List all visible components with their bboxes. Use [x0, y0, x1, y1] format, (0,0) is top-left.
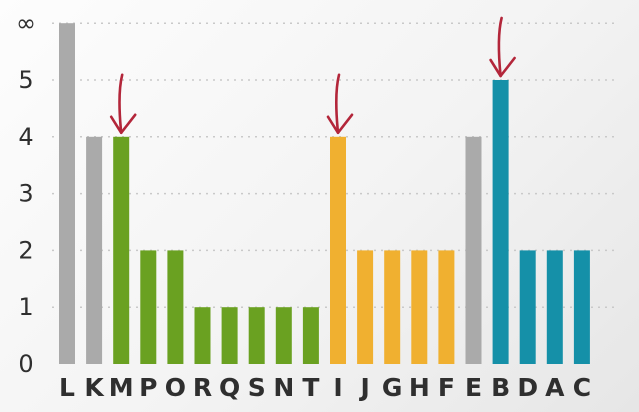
x-tick-label: R [193, 373, 212, 402]
bar-S [248, 307, 265, 364]
bar-A [546, 250, 563, 364]
bar-L [59, 23, 75, 364]
y-tick-label: 2 [18, 236, 33, 264]
y-tick-label: 3 [18, 180, 33, 208]
x-tick-label: E [465, 373, 482, 402]
annotation-arrow-M [109, 73, 137, 135]
bar-T [302, 307, 319, 364]
annotation-arrows [109, 16, 516, 135]
x-tick-label: J [358, 373, 369, 402]
x-tick-label: C [573, 373, 591, 402]
bars [59, 23, 590, 364]
annotation-arrow-B [489, 16, 516, 78]
bar-D [519, 250, 536, 364]
x-tick-label: A [545, 373, 565, 402]
x-tick-label: L [59, 373, 75, 402]
x-tick-label: I [333, 373, 342, 402]
y-tick-label: ∞ [16, 9, 36, 37]
x-tick-label: Q [219, 373, 240, 402]
bar-N [275, 307, 292, 364]
x-tick-label: P [139, 373, 157, 402]
x-tick-label: B [491, 373, 510, 402]
bar-Q [221, 307, 238, 364]
y-tick-label: 1 [18, 293, 33, 321]
bar-B [492, 80, 509, 364]
y-tick-label: 0 [18, 350, 33, 378]
x-tick-label: S [248, 373, 266, 402]
x-tick-label: F [438, 373, 455, 402]
bar-G [384, 250, 401, 364]
x-tick-label: H [409, 373, 430, 402]
annotation-arrow-I [326, 73, 354, 135]
bar-E [465, 136, 482, 364]
x-tick-label: N [273, 373, 294, 402]
bar-R [194, 307, 211, 364]
bar-M [113, 136, 130, 364]
bar-O [167, 250, 184, 364]
bar-F [438, 250, 455, 364]
y-tick-label: 4 [18, 123, 33, 151]
x-tick-label: O [165, 373, 186, 402]
x-tick-label: D [517, 373, 538, 402]
y-axis-tick-labels: 0 1 2 3 4 5 ∞ [16, 9, 36, 378]
bar-J [357, 250, 374, 364]
x-tick-label: K [84, 373, 105, 402]
bar-C [573, 250, 590, 364]
bar-I [330, 136, 346, 364]
x-tick-label: T [302, 373, 319, 402]
x-tick-label: M [109, 373, 134, 402]
bar-H [411, 250, 428, 364]
bar-K [86, 136, 103, 364]
bar-P [140, 250, 157, 364]
x-tick-label: G [382, 373, 403, 402]
y-tick-label: 5 [18, 66, 33, 94]
